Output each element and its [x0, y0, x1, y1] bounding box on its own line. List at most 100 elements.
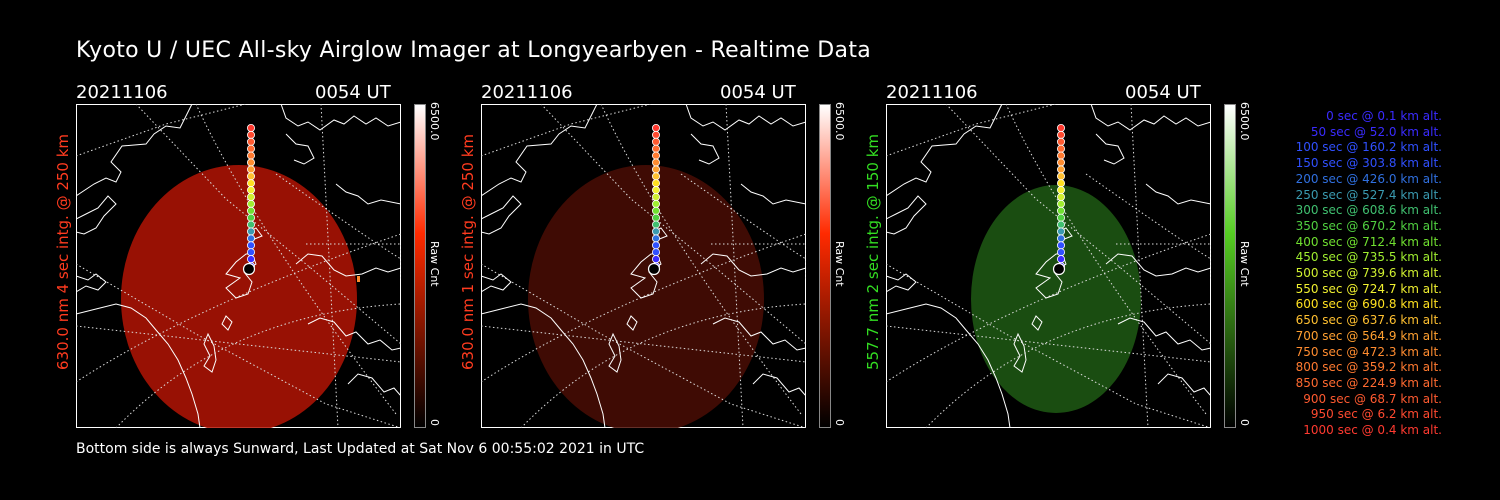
trajectory-dot: [1056, 137, 1065, 146]
panel-2-image: [481, 104, 806, 428]
coastline: [752, 373, 806, 397]
trajectory-dot: [651, 123, 660, 132]
coastline: [225, 253, 257, 299]
trajectory-dot: [1056, 234, 1065, 243]
legend-row: 500 sec @ 739.6 km alt.: [1295, 266, 1442, 280]
graticule-line: [76, 325, 401, 363]
trajectory-dot: [651, 130, 660, 139]
legend-row: 350 sec @ 670.2 km alt.: [1295, 218, 1442, 233]
coastline: [608, 332, 622, 373]
trajectory-dot: [246, 165, 255, 174]
legend-row: 600 sec @ 690.8 km alt.: [1295, 297, 1442, 312]
coastline: [203, 332, 217, 373]
panel-2-side-label: 630.0 nm 1 sec intg. @ 250 km: [459, 133, 477, 370]
graticule-line: [481, 233, 806, 383]
trajectory-dot: [651, 248, 660, 257]
panel-3-date: 20211106: [886, 82, 978, 103]
trajectory-dot: [1056, 206, 1065, 215]
graticule-line: [115, 303, 401, 428]
graticule-line: [886, 233, 1211, 383]
graticule-line: [1005, 104, 1207, 415]
panel-1-image: [76, 104, 401, 428]
legend-row: 450 sec @ 735.5 km alt.: [1295, 250, 1442, 265]
trajectory-dot: [246, 255, 255, 264]
trajectory-dot: [1056, 179, 1065, 188]
coastline: [740, 183, 806, 205]
graticule-line: [945, 104, 1211, 345]
trajectory-dot: [651, 199, 660, 208]
trajectory-dot: [1056, 220, 1065, 229]
coastline: [347, 373, 401, 397]
trajectory-dot: [651, 255, 660, 264]
trajectory-dot: [1056, 165, 1065, 174]
coastline: [1157, 373, 1211, 397]
panel-1-colorbar-min: 0: [428, 419, 441, 426]
footer-status: Bottom side is always Sunward, Last Upda…: [76, 441, 645, 457]
legend-row: 100 sec @ 160.2 km alt.: [1295, 140, 1442, 155]
coastline: [1090, 104, 1211, 131]
trajectory-dot: [1056, 227, 1065, 236]
trajectory-dot: [246, 220, 255, 229]
trajectory-dot: [651, 165, 660, 174]
trajectory-dot: [1056, 186, 1065, 195]
coastline: [712, 317, 806, 351]
coastline: [626, 315, 638, 331]
panel-2-colorbar-max: 6500.0: [833, 102, 846, 141]
legend-row: 400 sec @ 712.4 km alt.: [1295, 234, 1442, 249]
legend-row: 850 sec @ 224.9 km alt.: [1295, 375, 1442, 390]
graticule-line: [195, 104, 397, 415]
page-title: Kyoto U / UEC All-sky Airglow Imager at …: [76, 38, 872, 63]
coastline: [690, 133, 720, 165]
coastline: [76, 273, 107, 293]
trajectory-dot: [1056, 172, 1065, 181]
legend-row: 950 sec @ 6.2 km alt.: [1310, 407, 1442, 422]
coastline: [886, 273, 917, 293]
graticule-line: [886, 263, 1211, 428]
trajectory-dot: [246, 227, 255, 236]
legend-row: 0 sec @ 0.1 km alt.: [1326, 109, 1442, 123]
trajectory-dot: [246, 172, 255, 181]
coastline: [285, 133, 315, 165]
trajectory-dot: [246, 206, 255, 215]
graticule-line: [540, 104, 806, 345]
coastline: [481, 195, 522, 235]
panel-2-colorbar-unit: Raw Cnt: [833, 241, 846, 287]
trajectory-dot: [651, 179, 660, 188]
coastline: [886, 104, 1003, 197]
trajectory-dot: [651, 220, 660, 229]
coastline: [685, 104, 806, 131]
panel-1-colorbar-max: 6500.0: [428, 102, 441, 141]
legend-row: 650 sec @ 637.6 km alt.: [1295, 313, 1442, 328]
graticule-line: [135, 104, 401, 345]
coastline: [1013, 332, 1027, 373]
coastline: [700, 253, 806, 277]
panel-1-date: 20211106: [76, 82, 168, 103]
trajectory-dot: [651, 186, 660, 195]
trajectory-dot: [1056, 193, 1065, 202]
coastline: [76, 104, 193, 197]
trajectory-dot: [246, 158, 255, 167]
trajectory-dot: [1056, 213, 1065, 222]
coastline: [1031, 315, 1043, 331]
panel-1-colorbar: [414, 104, 426, 428]
trajectory-dot: [246, 241, 255, 250]
station-marker: [1052, 262, 1066, 276]
panel-1-side-label: 630.0 nm 4 sec intg. @ 250 km: [54, 133, 72, 370]
legend-row: 1000 sec @ 0.4 km alt.: [1303, 423, 1442, 437]
panel-3-image: [886, 104, 1211, 428]
panel-1-time: 0054 UT: [315, 82, 391, 103]
legend-row: 900 sec @ 68.7 km alt.: [1303, 391, 1442, 406]
trajectory-dot: [246, 123, 255, 132]
trajectory-dot: [1056, 151, 1065, 160]
trajectory-dot: [1056, 241, 1065, 250]
coastline: [280, 104, 401, 131]
coastline: [886, 195, 927, 235]
station-marker: [242, 262, 256, 276]
trajectory-dot: [651, 193, 660, 202]
station-marker: [647, 262, 661, 276]
trajectory-dot: [651, 172, 660, 181]
coastline: [76, 195, 117, 235]
panel-1-colorbar-unit: Raw Cnt: [428, 241, 441, 287]
coastline: [307, 317, 401, 351]
trajectory-dot: [246, 144, 255, 153]
